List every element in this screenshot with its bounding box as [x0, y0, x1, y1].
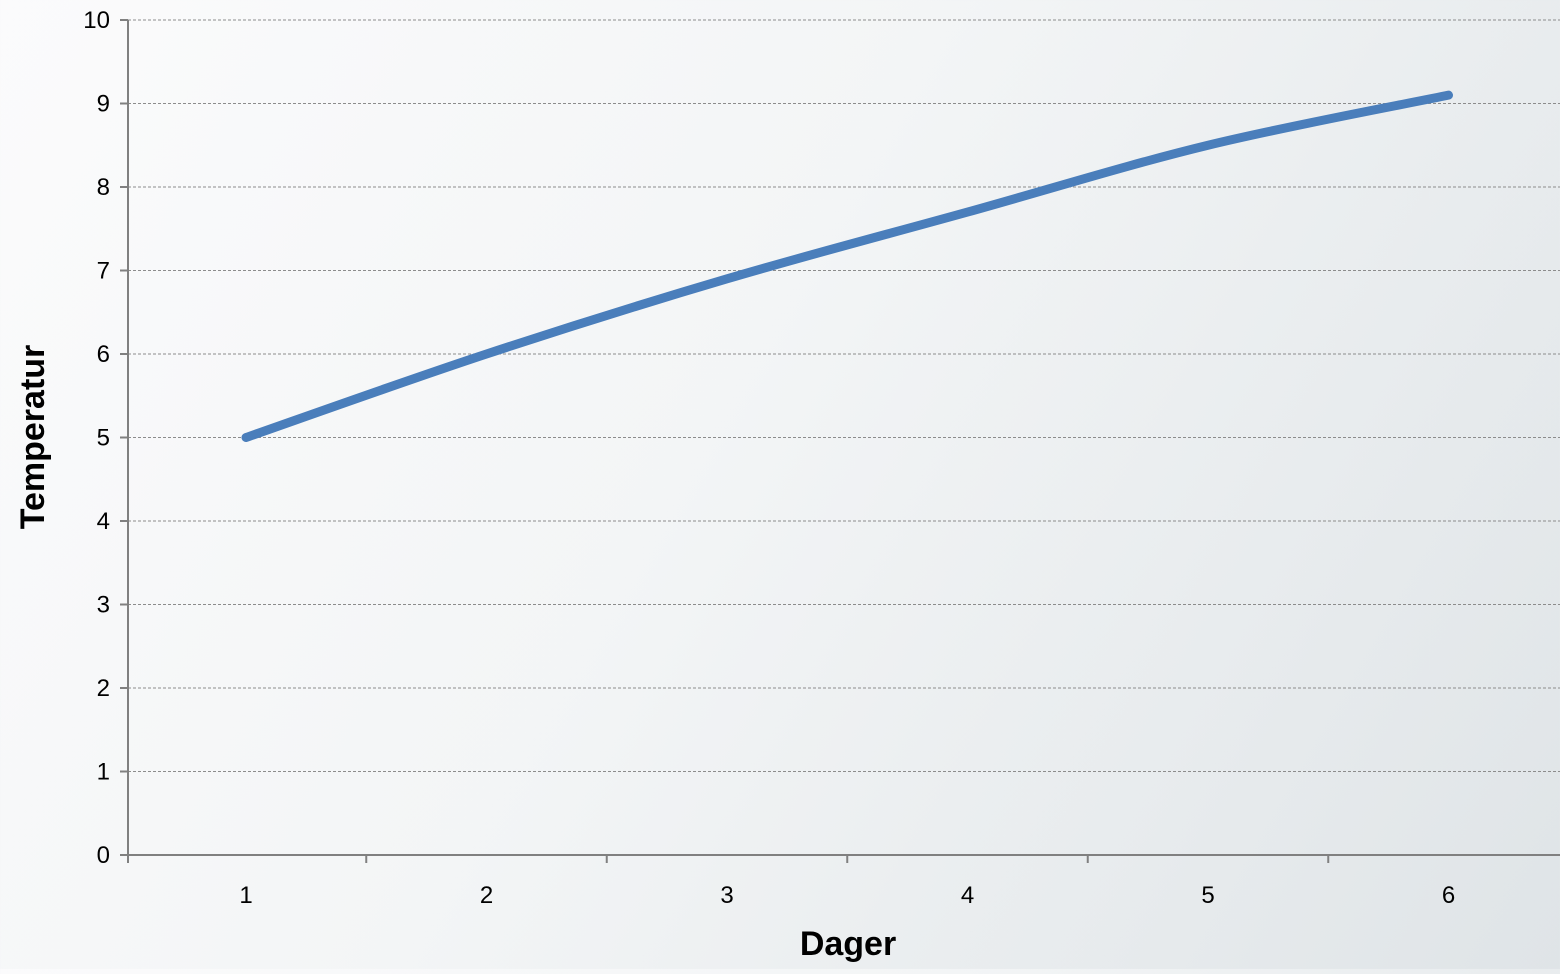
x-tick-label: 2 — [480, 882, 493, 909]
axes — [120, 19, 1560, 863]
tick-labels: 0 1 2 3 4 5 6 7 8 9 10 1 2 3 4 5 6 — [83, 7, 1455, 909]
x-axis-title: Dager — [800, 925, 896, 963]
x-tick-label: 4 — [961, 882, 974, 909]
y-tick-label: 10 — [83, 7, 110, 34]
data-point — [726, 278, 728, 280]
y-tick-label: 6 — [97, 341, 110, 368]
y-tick-label: 7 — [97, 258, 110, 285]
y-tick-label: 3 — [97, 592, 110, 619]
series-line — [241, 90, 1453, 442]
y-tick-label: 4 — [97, 508, 110, 535]
y-tick-label: 2 — [97, 675, 110, 702]
data-point — [967, 211, 968, 213]
data-point — [486, 353, 487, 355]
series-layer — [241, 90, 1453, 442]
x-tick-label: 1 — [239, 882, 252, 909]
x-tick-label: 5 — [1201, 882, 1214, 909]
y-axis-title: Temperatur — [14, 345, 52, 530]
y-tick-label: 0 — [97, 842, 110, 869]
y-tick-label: 8 — [97, 174, 110, 201]
data-point — [1207, 144, 1209, 146]
y-tick-label: 5 — [97, 425, 110, 452]
gridlines — [128, 19, 1560, 772]
y-tick-label: 9 — [97, 91, 110, 118]
data-point — [1448, 94, 1449, 96]
x-tick-label: 3 — [720, 882, 733, 909]
y-tick-label: 1 — [97, 759, 110, 786]
data-point — [245, 437, 247, 438]
x-tick-label: 6 — [1442, 882, 1455, 909]
